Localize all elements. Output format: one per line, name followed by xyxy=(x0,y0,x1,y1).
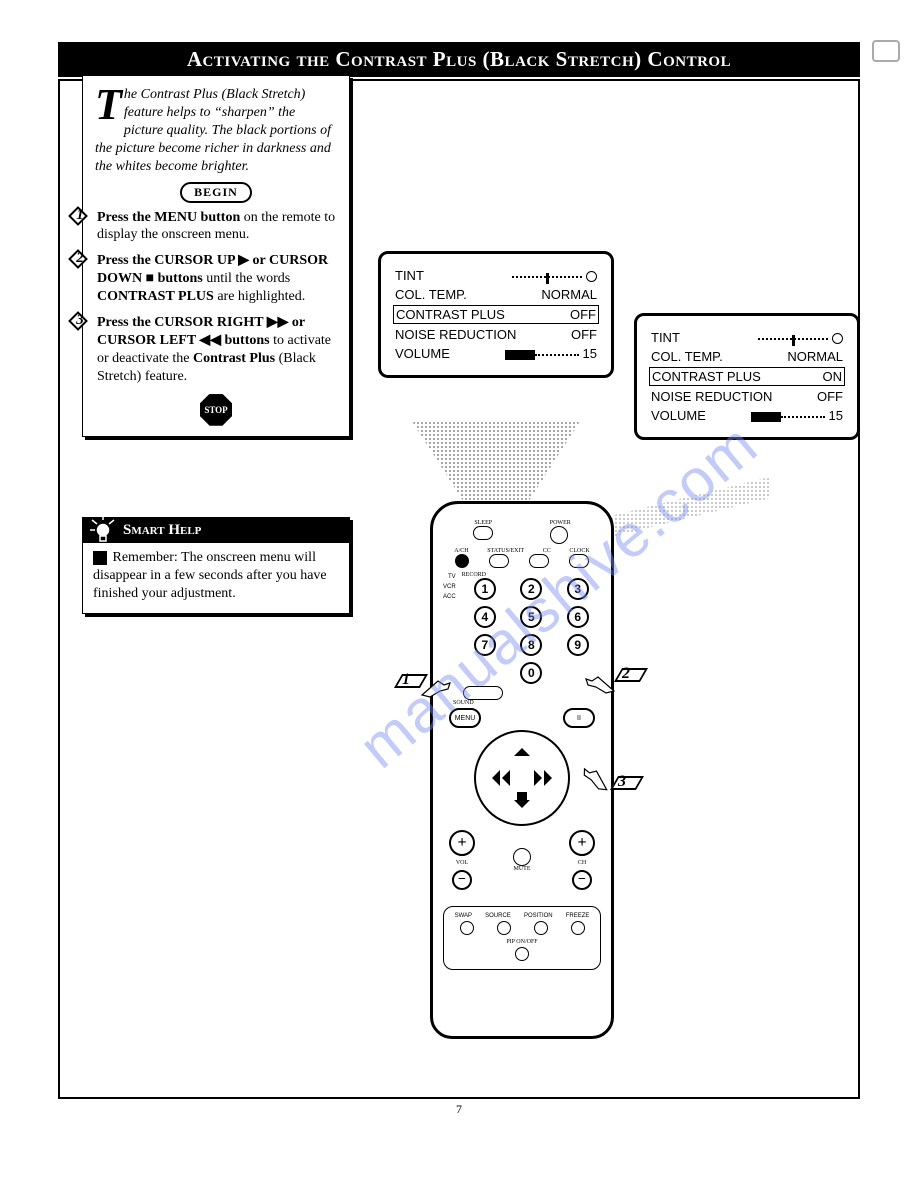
num-9[interactable]: 9 xyxy=(567,634,589,656)
pointing-hand-icon xyxy=(582,673,616,695)
cc-button[interactable] xyxy=(529,554,549,568)
power-button-group: POWER xyxy=(550,520,571,544)
instructions-box: T he Contrast Plus (Black Stretch) featu… xyxy=(82,75,350,437)
pointing-hand-icon xyxy=(420,677,454,699)
intro-text: he Contrast Plus (Black Stretch) feature… xyxy=(95,87,331,174)
menu-row-volume-2: VOLUME 15 xyxy=(651,406,843,425)
ch-up[interactable]: + xyxy=(569,830,595,856)
menu-row-contrast-plus: CONTRAST PLUS OFF xyxy=(393,305,599,324)
pip-panel: SWAP SOURCE POSITION FREEZE PIP ON/OFF xyxy=(443,906,601,970)
callout-3: 3 xyxy=(608,773,648,795)
tv-icon xyxy=(93,551,107,565)
callout-2: 2 xyxy=(612,665,652,687)
vol-down[interactable]: − xyxy=(452,870,472,890)
pip-position[interactable] xyxy=(534,921,548,935)
pause-button[interactable]: II xyxy=(563,708,595,728)
step-marker-1: 1 xyxy=(65,207,93,225)
menu-row-coltemp-2: COL. TEMP. NORMAL xyxy=(651,347,843,366)
smart-help-header: Smart Help xyxy=(83,518,349,543)
main-frame: T he Contrast Plus (Black Stretch) featu… xyxy=(58,79,860,1099)
menu-row-coltemp: COL. TEMP. NORMAL xyxy=(395,285,597,304)
tv-vcr-acc-labels: TV VCR ACC xyxy=(443,572,456,602)
smart-help-box: Smart Help Remember: The onscreen menu w… xyxy=(82,517,350,614)
sleep-button-group: SLEEP xyxy=(473,520,493,544)
num-0[interactable]: 0 xyxy=(520,662,542,684)
num-2[interactable]: 2 xyxy=(520,578,542,600)
step-marker-2: 2 xyxy=(65,250,93,268)
smart-help-title: Smart Help xyxy=(123,522,201,538)
menu-row-noise: NOISE REDUCTION OFF xyxy=(395,325,597,344)
num-6[interactable]: 6 xyxy=(567,606,589,628)
callout-1: 1 xyxy=(392,671,432,693)
pip-source[interactable] xyxy=(497,921,511,935)
smart-button[interactable] xyxy=(463,686,503,700)
vol-buttons: + VOL − xyxy=(449,830,475,890)
pip-swap[interactable] xyxy=(460,921,474,935)
menu-row-tint-2: TINT xyxy=(651,328,843,347)
menu-button[interactable]: MENU xyxy=(449,708,481,728)
ch-down[interactable]: − xyxy=(572,870,592,890)
ach-button[interactable] xyxy=(455,554,469,568)
sleep-button[interactable] xyxy=(473,526,493,540)
step-1: 1 Press the MENU button on the remote to… xyxy=(95,209,337,245)
pip-onoff[interactable] xyxy=(515,947,529,961)
onscreen-menu-right: TINT COL. TEMP. NORMAL CONTRAST PLUS ON … xyxy=(634,313,860,440)
step-2: 2 Press the CURSOR UP ▶ or CURSOR DOWN ■… xyxy=(95,252,337,306)
step-3: 3 Press the CURSOR RIGHT ▶▶ or CURSOR LE… xyxy=(95,314,337,386)
mute-button[interactable] xyxy=(513,848,531,866)
dropcap: T xyxy=(95,86,124,122)
page-number: 7 xyxy=(60,1102,858,1117)
begin-badge: BEGIN xyxy=(180,182,252,203)
page-title: Activating the Contrast Plus (Black Stre… xyxy=(187,47,731,71)
clock-button[interactable] xyxy=(569,554,589,568)
step-3-text: Press the CURSOR RIGHT ▶▶ or CURSOR LEFT… xyxy=(97,315,331,384)
ch-buttons: + CH − xyxy=(569,830,595,890)
step-marker-3: 3 xyxy=(65,312,93,330)
menu-row-noise-2: NOISE REDUCTION OFF xyxy=(651,387,843,406)
lightbulb-icon xyxy=(87,512,119,544)
vol-up[interactable]: + xyxy=(449,830,475,856)
num-8[interactable]: 8 xyxy=(520,634,542,656)
page-title-bar: Activating the Contrast Plus (Black Stre… xyxy=(58,42,860,77)
pip-freeze[interactable] xyxy=(571,921,585,935)
smart-help-text: Remember: The onscreen menu will disappe… xyxy=(93,550,327,601)
num-1[interactable]: 1 xyxy=(474,578,496,600)
manual-page: Activating the Contrast Plus (Black Stre… xyxy=(58,42,860,1142)
menu-row-volume: VOLUME 15 xyxy=(395,344,597,363)
stop-badge: STOP xyxy=(200,394,232,426)
onscreen-menu-left: TINT COL. TEMP. NORMAL CONTRAST PLUS OFF… xyxy=(378,251,614,378)
num-4[interactable]: 4 xyxy=(474,606,496,628)
step-1-text: Press the MENU button on the remote to d… xyxy=(97,210,335,243)
num-7[interactable]: 7 xyxy=(474,634,496,656)
power-button[interactable] xyxy=(550,526,568,544)
num-3[interactable]: 3 xyxy=(567,578,589,600)
tv-corner-icon xyxy=(872,40,900,62)
step-2-text: Press the CURSOR UP ▶ or CURSOR DOWN ■ b… xyxy=(97,253,328,304)
menu-row-contrast-plus-2: CONTRAST PLUS ON xyxy=(649,367,845,386)
smart-help-body: Remember: The onscreen menu will disappe… xyxy=(83,543,349,613)
cursor-dpad[interactable] xyxy=(474,730,570,826)
status-button[interactable] xyxy=(489,554,509,568)
num-5[interactable]: 5 xyxy=(520,606,542,628)
menu-row-tint: TINT xyxy=(395,266,597,285)
intro-paragraph: T he Contrast Plus (Black Stretch) featu… xyxy=(95,86,337,176)
